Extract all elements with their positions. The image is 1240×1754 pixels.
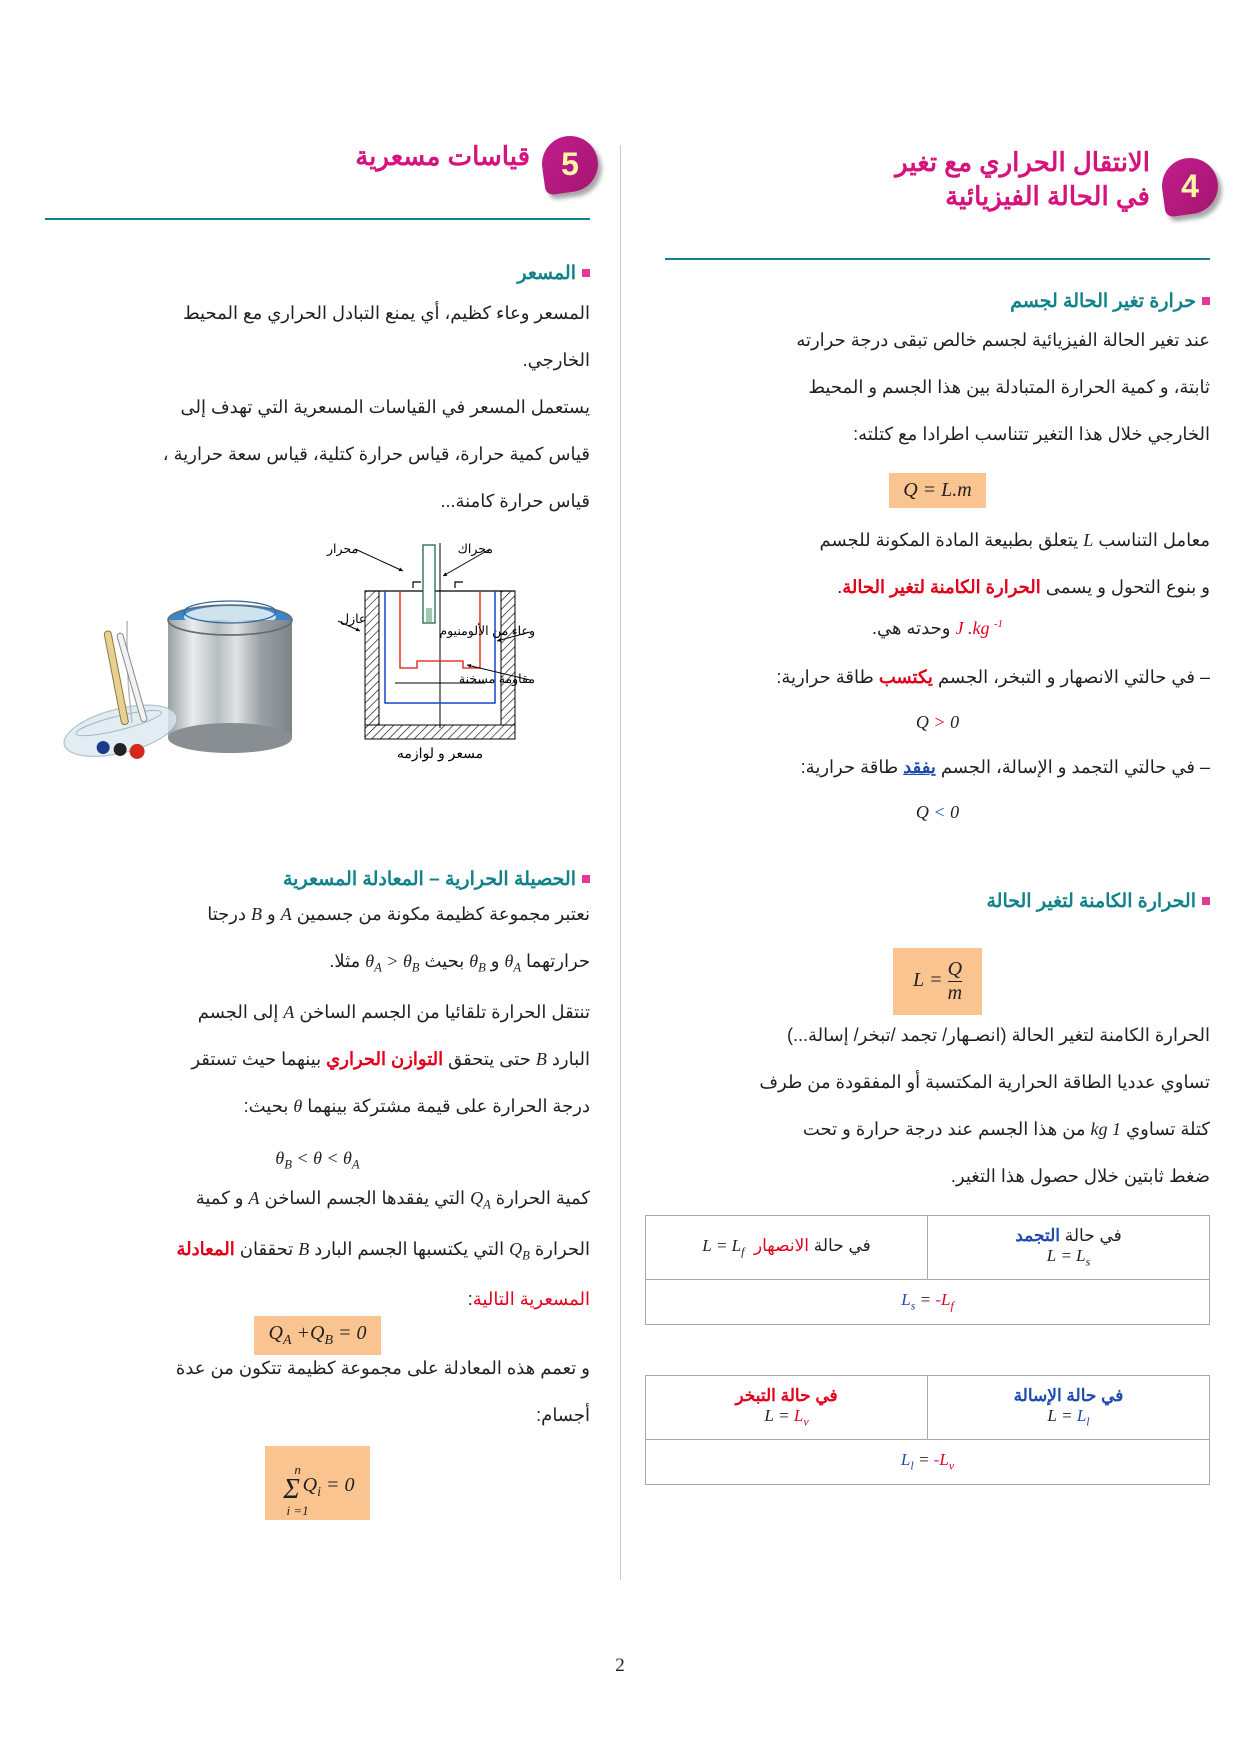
svg-text:عازل: عازل	[340, 612, 366, 627]
svg-text:مسعر و لوازمه: مسعر و لوازمه	[397, 745, 483, 762]
svg-text:وعاء من الألومنيوم: وعاء من الألومنيوم	[439, 622, 535, 639]
svg-text:مقاومة مسخنة: مقاومة مسخنة	[459, 672, 535, 687]
svg-text:محراك: محراك	[458, 542, 493, 557]
svg-text:محرار: محرار	[326, 542, 358, 557]
